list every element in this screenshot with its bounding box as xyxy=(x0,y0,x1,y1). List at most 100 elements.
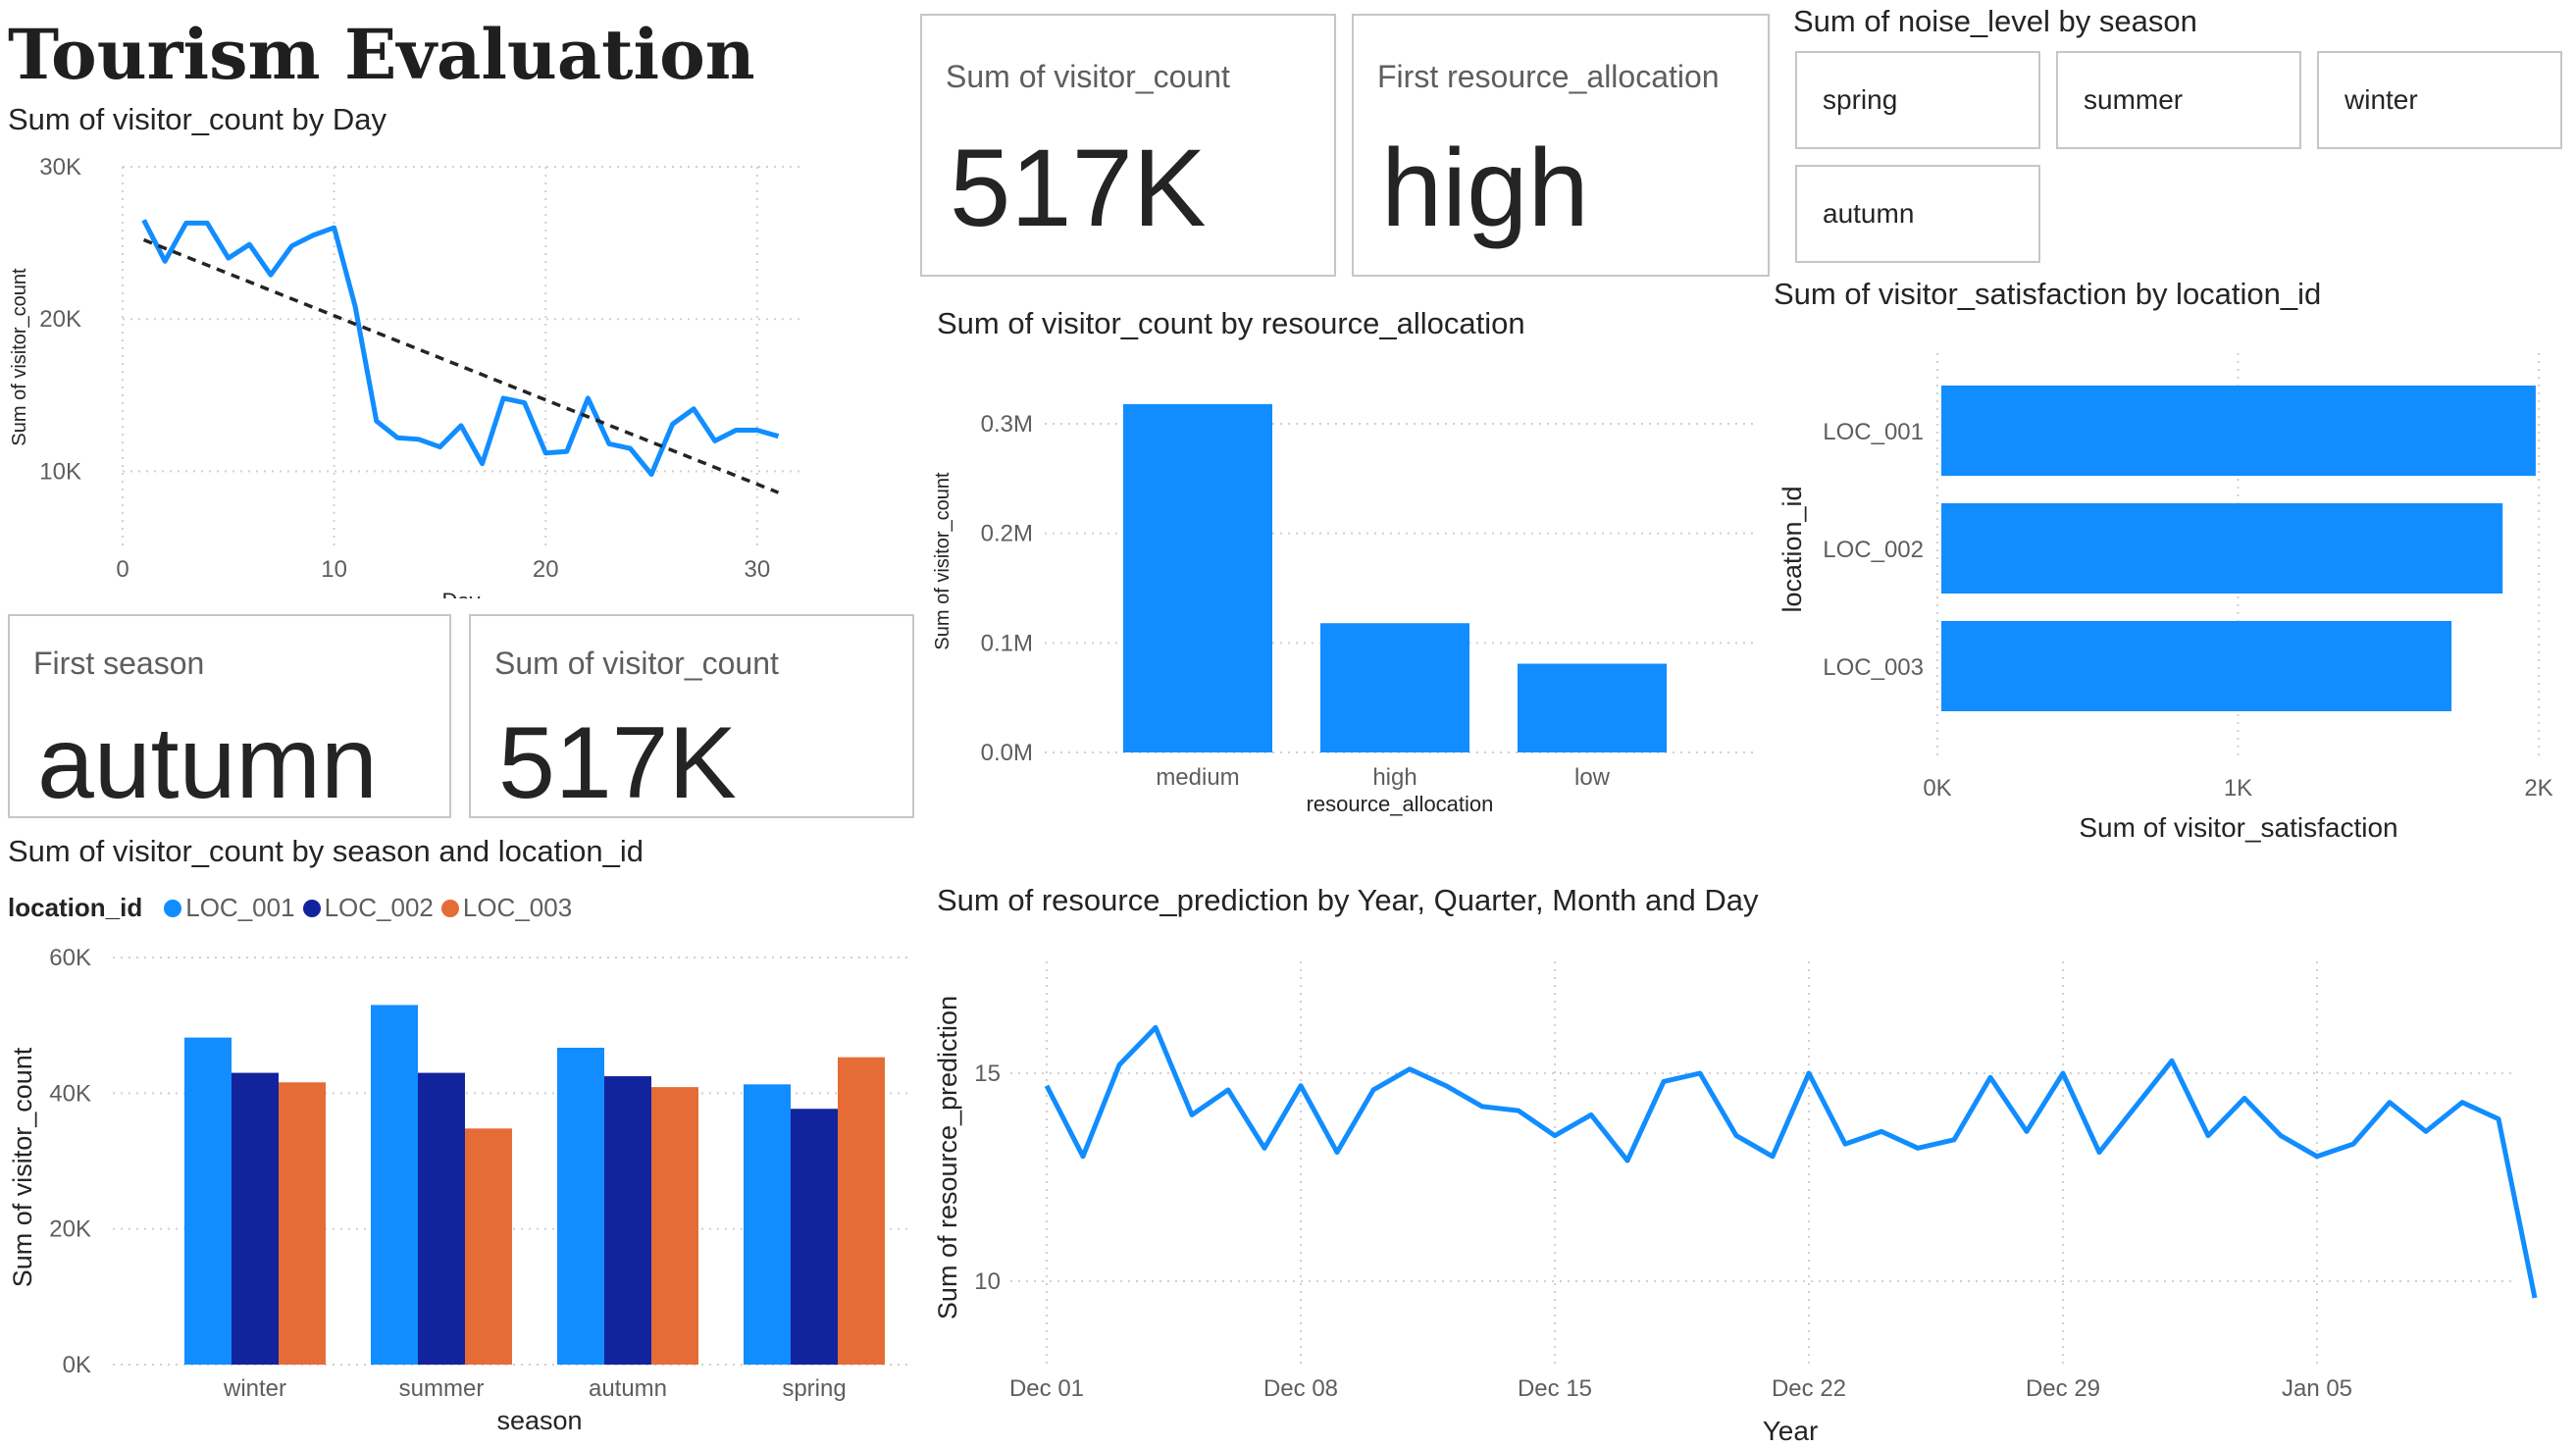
y-axis-label: Sum of visitor_count xyxy=(932,472,953,650)
bar-spring-LOC_003 xyxy=(838,1057,885,1365)
x-axis-label: Sum of visitor_satisfaction xyxy=(2079,812,2397,843)
legend-location: location_id LOC_001 LOC_002 LOC_003 xyxy=(8,893,572,923)
y-axis-label: Sum of visitor_count xyxy=(9,268,30,446)
bar-summer-LOC_003 xyxy=(465,1128,512,1365)
bar-low xyxy=(1518,663,1667,752)
series-line xyxy=(1044,1024,2538,1299)
chart-title-by-location: Sum of visitor_satisfaction by location_… xyxy=(1774,277,2322,311)
bar-summer-LOC_001 xyxy=(371,1005,418,1365)
legend-label-loc3: LOC_003 xyxy=(462,893,573,922)
bar-spring-LOC_001 xyxy=(744,1084,791,1365)
y-tick-label: 10K xyxy=(39,458,81,485)
x-tick-label: winter xyxy=(223,1375,286,1402)
chart-title-by-resource: Sum of visitor_count by resource_allocat… xyxy=(937,306,1525,340)
chart-by-day: 10K 20K 30K 0 10 20 30 Day Sum of visitor_count xyxy=(9,154,799,598)
y-tick-label: 0.1M xyxy=(981,630,1033,656)
bar-winter-LOC_002 xyxy=(232,1072,279,1365)
card-value: 517K xyxy=(950,127,1207,249)
x-tick-label: Dec 01 xyxy=(1009,1375,1084,1402)
bar-summer-LOC_002 xyxy=(418,1072,465,1365)
y-tick-label: 10 xyxy=(974,1268,1001,1295)
legend-label-loc1: LOC_001 xyxy=(185,893,295,922)
legend-title: location_id xyxy=(8,893,143,922)
y-tick-label: 0.0M xyxy=(981,740,1033,766)
bar-medium xyxy=(1123,403,1272,752)
y-tick-label: 30K xyxy=(39,154,81,181)
slicer-option-summer[interactable]: summer xyxy=(2056,51,2301,149)
x-tick-label: 1K xyxy=(2224,775,2252,802)
x-tick-label: spring xyxy=(782,1375,846,1402)
chart-resource-prediction: 10 15 Dec 01 Dec 08 Dec 15 Dec 22 Dec 29 Jan 05… xyxy=(933,961,2538,1446)
x-tick-label: 0 xyxy=(116,556,129,583)
bar-LOC_001 xyxy=(1941,386,2536,476)
y-tick-label: 0K xyxy=(63,1352,91,1378)
legend-dot-loc1 xyxy=(164,899,182,917)
card-label: Sum of visitor_count xyxy=(946,59,1230,94)
bar-winter-LOC_003 xyxy=(279,1082,326,1365)
x-tick-label: Dec 08 xyxy=(1263,1375,1338,1402)
page-title: Tourism Evaluation xyxy=(8,14,755,95)
y-tick-label: 20K xyxy=(49,1216,91,1243)
x-tick-label: Dec 29 xyxy=(2026,1375,2100,1402)
card-first-season[interactable]: First season autumn xyxy=(8,614,451,818)
bar-winter-LOC_001 xyxy=(184,1037,232,1365)
x-axis-label: season xyxy=(496,1406,582,1435)
card-label: Sum of visitor_count xyxy=(494,646,779,681)
y-tick-label: 60K xyxy=(49,945,91,971)
trend-line xyxy=(142,237,780,494)
y-tick-label: 20K xyxy=(39,306,81,333)
chart-by-resource: 0.0M 0.1M 0.2M 0.3M medium high low resource_al… xyxy=(932,403,1756,816)
x-tick-label: 2K xyxy=(2524,775,2552,802)
x-tick-label: Jan 05 xyxy=(2282,1375,2352,1402)
card-visitor-count-left[interactable]: Sum of visitor_count 517K xyxy=(469,614,914,818)
card-label: First resource_allocation xyxy=(1377,59,1720,94)
bar-LOC_002 xyxy=(1941,503,2503,594)
x-tick-label: 30 xyxy=(745,556,771,583)
card-resource-allocation[interactable]: First resource_allocation high xyxy=(1352,14,1770,277)
x-tick-label: 10 xyxy=(321,556,347,583)
card-value: high xyxy=(1381,127,1589,249)
legend-dot-loc2 xyxy=(302,899,321,917)
bar-autumn-LOC_002 xyxy=(604,1076,651,1365)
y-axis-label: location_id xyxy=(1777,486,1807,612)
y-tick-label: 40K xyxy=(49,1080,91,1107)
legend-label-loc2: LOC_002 xyxy=(324,893,434,922)
y-tick-label: 15 xyxy=(974,1060,1001,1087)
chart-title-by-season-location: Sum of visitor_count by season and locat… xyxy=(8,834,644,868)
series-line xyxy=(141,219,780,478)
x-axis-label: Year xyxy=(1763,1416,1819,1446)
x-axis-label: Day xyxy=(441,589,480,598)
bar-autumn-LOC_003 xyxy=(651,1087,698,1365)
card-visitor-count-top[interactable]: Sum of visitor_count 517K xyxy=(920,14,1336,277)
chart-by-location: 0K 1K 2K LOC_001 LOC_002 LOC_003 Sum of visito… xyxy=(1777,353,2553,843)
x-tick-label: Dec 22 xyxy=(1772,1375,1846,1402)
y-tick-label: 0.2M xyxy=(981,521,1033,547)
x-tick-label: 20 xyxy=(533,556,559,583)
chart-by-season-location: 0K 20K 40K 60K winter summer autumn spring seaso… xyxy=(8,945,907,1435)
slicer-option-autumn[interactable]: autumn xyxy=(1795,165,2040,263)
x-tick-label: Dec 15 xyxy=(1518,1375,1592,1402)
card-label: First season xyxy=(33,646,205,681)
y-axis-label: Sum of visitor_count xyxy=(8,1047,37,1287)
bar-high xyxy=(1320,623,1469,752)
bar-autumn-LOC_001 xyxy=(557,1047,604,1365)
x-tick-label: summer xyxy=(399,1375,485,1402)
chart-title-by-day: Sum of visitor_count by Day xyxy=(8,102,386,136)
x-tick-label: 0K xyxy=(1923,775,1951,802)
slicer-option-spring[interactable]: spring xyxy=(1795,51,2040,149)
y-tick-label: 0.3M xyxy=(981,411,1033,438)
x-tick-label: low xyxy=(1574,764,1611,791)
card-value: autumn xyxy=(37,706,378,820)
y-tick-label: LOC_002 xyxy=(1823,537,1924,563)
x-tick-label: medium xyxy=(1156,764,1239,791)
chart-title-resource-prediction: Sum of resource_prediction by Year, Quar… xyxy=(937,883,1759,917)
bar-LOC_003 xyxy=(1941,621,2452,711)
y-axis-label: Sum of resource_prediction xyxy=(933,996,962,1319)
slicer-option-winter[interactable]: winter xyxy=(2317,51,2562,149)
x-axis-label: resource_allocation xyxy=(1307,792,1494,816)
slicer-title: Sum of noise_level by season xyxy=(1793,4,2197,38)
y-tick-label: LOC_001 xyxy=(1823,419,1924,445)
y-tick-label: LOC_003 xyxy=(1823,654,1924,681)
legend-dot-loc3 xyxy=(440,899,459,917)
card-value: 517K xyxy=(498,706,737,820)
